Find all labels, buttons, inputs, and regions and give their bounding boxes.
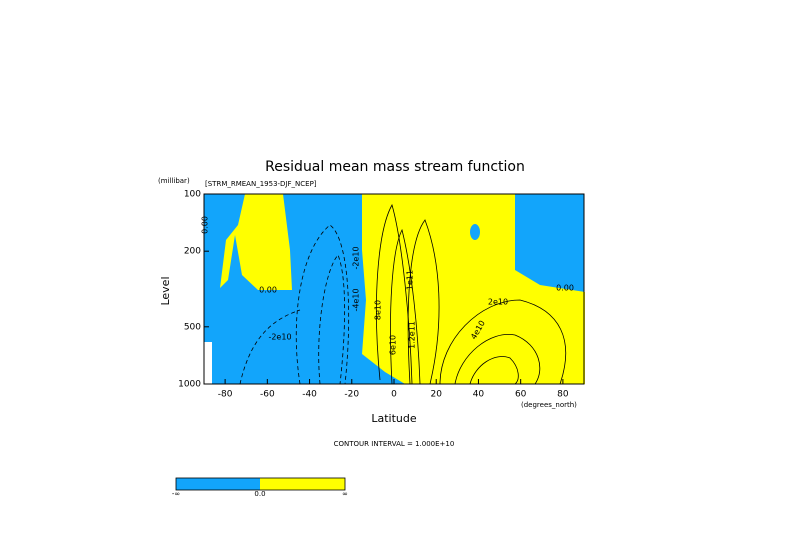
colorbar-label: 0.0 [254,490,265,498]
missing-region [204,342,212,384]
y-tick-label: 500 [184,322,201,332]
contour-label: 1.2e11 [408,321,417,349]
colorbar-frame [175,477,346,491]
contour-label: -4e10 [352,288,361,311]
contour-label: 0.00 [201,216,210,234]
y-tick-label: 1000 [178,380,201,390]
positive-region [220,194,292,290]
contour-label: 8e10 [374,300,383,320]
chart-title: Residual mean mass stream function [265,159,525,175]
colorbar-label: ∞ [342,490,348,498]
contour-label: 2e10 [488,298,508,307]
x-units: (degrees_north) [521,401,577,409]
contour-label: 0.00 [259,286,277,295]
x-tick-label: -20 [344,390,359,400]
contour-label: -2e10 [268,333,291,342]
y-tick-label: 200 [184,247,201,257]
colorbar-negative [176,478,260,490]
x-tick-label: 0 [391,390,397,400]
x-tick-label: 80 [557,390,569,400]
x-tick-label: -80 [218,390,233,400]
subtitle: [STRM_RMEAN_1953-DJF_NCEP] [205,180,317,188]
colorbar-label: -∞ [172,490,180,498]
y-units: (millibar) [158,177,190,185]
x-axis-label: Latitude [371,412,417,425]
x-tick-label: 40 [473,390,485,400]
contour-label: 0.00 [556,284,574,293]
footnote: CONTOUR INTERVAL = 1.000E+10 [334,440,455,448]
x-tick-label: 20 [430,390,442,400]
x-tick-label: -40 [302,390,317,400]
contour-lines [239,203,567,385]
contour-label: 6e10 [389,335,398,355]
colorbar-positive [260,478,345,490]
y-axis-label: Level [159,276,172,305]
y-tick-label: 100 [184,190,201,200]
x-tick-label: 60 [515,390,527,400]
negative-region [470,224,480,240]
contour-label: 1e11 [406,270,415,290]
x-tick-label: -60 [260,390,275,400]
contour-label: -2e10 [352,246,361,269]
